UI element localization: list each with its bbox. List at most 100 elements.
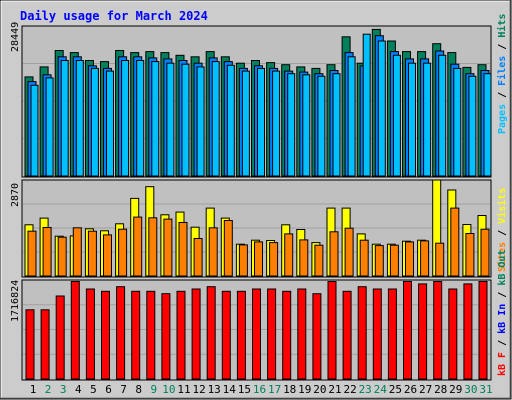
bar-sites-day-25 [389,244,399,277]
x-tick-label: 22 [343,383,356,396]
bar-kb-f-day-19 [297,288,307,380]
x-tick-label: 6 [105,383,112,396]
bar-sites-day-13 [208,227,218,277]
bar-pages-day-18 [287,73,296,177]
bar-sites-day-11 [178,222,188,277]
bar-pages-day-7 [121,60,130,177]
x-tick-label: 29 [449,383,462,396]
bar-kb-f-day-24 [372,288,382,380]
bar-sites-day-16 [254,241,263,277]
bar-kb-f-day-29 [448,288,458,380]
x-tick-label: 17 [268,383,281,396]
bar-pages-day-24 [377,40,386,177]
bar-pages-day-2 [45,77,54,177]
x-tick-label: 5 [90,383,97,396]
x-axis-labels: 1 2 3 4 5 6 7 8 9 10 11 12 13 14 15 16 17 18 19 20 21 22 23 24 2… [30,383,493,396]
bar-pages-day-11 [181,63,190,177]
x-tick-label: 1 [30,383,37,396]
bar-kb-f-day-15 [236,290,246,380]
x-tick-label: 13 [208,383,221,396]
bar-pages-day-21 [332,73,341,177]
bar-sites-day-9 [148,217,158,277]
x-tick-label: 2 [45,383,52,396]
svg-text:Sites / Visits: Sites / Visits [496,188,508,272]
legend-visits: Visits [496,188,508,224]
bar-kb-f-day-18 [282,290,292,380]
x-tick-label: 7 [120,383,127,396]
bar-pages-day-10 [166,62,175,177]
bar-kb-f-day-8 [131,290,141,380]
legend-hits-panel: Pages / Files / Hits [496,14,508,134]
bar-sites-day-27 [420,240,430,277]
x-tick-label: 4 [75,383,82,396]
bar-sites-day-3 [57,236,67,277]
x-tick-label: 11 [177,383,190,396]
bar-pages-day-30 [468,75,477,177]
bar-pages-day-6 [106,70,114,177]
bar-kb-f-day-30 [463,283,473,380]
bar-sites-day-10 [163,218,173,277]
bar-sites-day-7 [118,228,128,277]
x-tick-label: 9 [150,383,157,396]
y-max-label-kb: 1716824 [10,280,21,322]
x-tick-label: 19 [298,383,311,396]
bar-pages-day-5 [90,67,99,177]
bar-sites-day-23 [359,239,369,277]
bar-sites-day-1 [27,230,37,277]
bar-pages-day-17 [272,70,281,177]
bar-sites-day-19 [299,239,309,277]
bar-kb-f-day-20 [312,293,322,380]
bar-sites-day-14 [223,220,233,277]
bar-sites-day-30 [465,233,475,277]
bar-kb-f-day-2 [40,309,50,380]
bar-kb-f-day-14 [221,290,231,380]
x-tick-label: 31 [479,383,492,396]
bar-sites-day-28 [435,242,445,277]
bar-kb-f-day-7 [116,286,126,380]
bar-sites-day-5 [87,230,97,277]
y-max-label-hits: 28449 [10,22,21,52]
x-tick-label: 15 [238,383,251,396]
bar-kb-f-day-12 [191,288,201,380]
legend-kbout: kB Out [497,250,508,286]
bar-pages-day-16 [257,67,265,177]
bar-pages-day-12 [196,66,205,177]
bar-kb-f-day-9 [146,290,156,380]
bar-sites-day-24 [374,245,384,277]
legend-pages: Pages [497,104,508,134]
bar-kb-f-day-31 [478,281,488,380]
bar-kb-f-day-11 [176,290,186,380]
legend-kbf: kB F [497,352,508,376]
bar-pages-day-22 [347,56,356,177]
bar-sites-day-4 [72,227,82,277]
bar-pages-day-31 [483,73,492,177]
bar-kb-f-day-28 [433,281,443,380]
bar-kb-f-day-23 [357,286,367,380]
bar-pages-day-26 [408,62,416,177]
bar-pages-day-29 [453,67,462,177]
bar-sites-day-29 [450,207,460,277]
bar-kb-f-day-16 [252,288,261,380]
bar-pages-day-1 [30,84,39,177]
bar-kb-f-day-25 [387,288,397,380]
bar-sites-day-20 [314,244,324,277]
x-tick-label: 28 [434,383,447,396]
x-tick-label: 20 [313,383,326,396]
bar-sites-day-12 [193,238,203,277]
bar-sites-day-2 [42,227,52,277]
bar-sites-day-15 [238,244,248,277]
x-tick-label: 24 [374,383,388,396]
x-tick-label: 10 [162,383,175,396]
bar-kb-f-day-22 [342,290,352,380]
x-tick-label: 23 [359,383,372,396]
bars [24,28,492,380]
bar-pages-day-9 [151,61,160,177]
bar-sites-day-8 [133,216,143,277]
bar-kb-f-day-21 [327,281,337,380]
bar-kb-f-day-13 [206,286,216,380]
legend-kb-panel: kB F / kB In / kB Out [497,250,508,376]
svg-text:kB F / kB In / kB Out: kB F / kB In / kB Out [497,250,508,376]
bar-kb-f-day-5 [85,288,95,380]
legend-files: Files [496,56,508,86]
bar-sites-day-31 [480,228,490,277]
